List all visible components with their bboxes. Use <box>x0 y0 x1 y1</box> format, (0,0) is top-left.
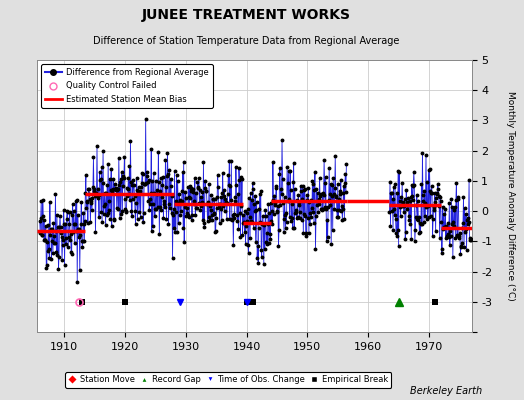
Legend: Station Move, Record Gap, Time of Obs. Change, Empirical Break: Station Move, Record Gap, Time of Obs. C… <box>65 372 391 388</box>
Y-axis label: Monthly Temperature Anomaly Difference (°C): Monthly Temperature Anomaly Difference (… <box>506 91 515 301</box>
Text: Difference of Station Temperature Data from Regional Average: Difference of Station Temperature Data f… <box>93 36 399 46</box>
Text: JUNEE TREATMENT WORKS: JUNEE TREATMENT WORKS <box>142 8 351 22</box>
Text: Berkeley Earth: Berkeley Earth <box>410 386 482 396</box>
